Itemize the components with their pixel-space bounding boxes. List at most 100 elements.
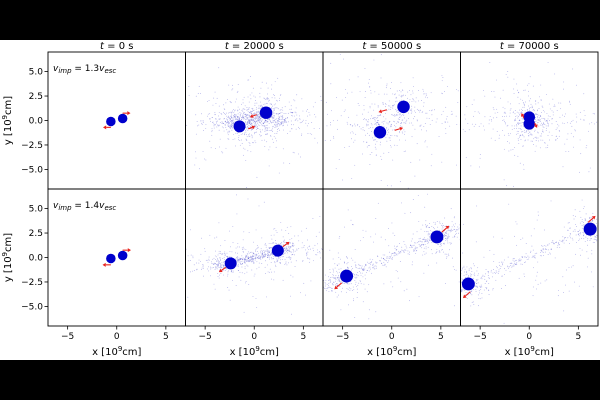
debris-particle [330, 288, 332, 289]
debris-particle [367, 120, 369, 122]
debris-particle [178, 263, 179, 264]
debris-particle [543, 123, 545, 124]
debris-particle [502, 263, 504, 265]
debris-particle [345, 96, 347, 98]
debris-particle [516, 83, 518, 85]
debris-particle [455, 232, 457, 234]
x-axis-label-3: x [109cm] [367, 345, 416, 358]
debris-particle [463, 110, 464, 111]
debris-particle [146, 271, 147, 272]
debris-particle [265, 119, 267, 121]
debris-particle [425, 94, 427, 96]
debris-particle [253, 128, 255, 130]
debris-particle [266, 133, 268, 135]
debris-particle [443, 300, 444, 301]
debris-particle [397, 121, 399, 123]
debris-particle [383, 261, 385, 263]
debris-particle [443, 267, 444, 268]
debris-particle [303, 153, 304, 154]
debris-particle [250, 256, 252, 258]
debris-particle [391, 253, 393, 255]
debris-particle [429, 123, 431, 125]
debris-particle [352, 268, 354, 270]
debris-particle [563, 239, 565, 241]
debris-particle [370, 118, 372, 120]
debris-particle [254, 257, 256, 259]
debris-particle [281, 115, 283, 117]
debris-particle [271, 107, 272, 109]
debris-particle [286, 127, 287, 128]
debris-particle [387, 262, 389, 264]
debris-particle [319, 122, 320, 123]
debris-particle [290, 226, 292, 228]
debris-particle [222, 267, 224, 269]
debris-particle [367, 261, 369, 263]
debris-particle [238, 135, 240, 137]
debris-particle [247, 114, 248, 115]
debris-particle [344, 102, 345, 103]
debris-particle [228, 138, 230, 140]
debris-particle [538, 117, 540, 119]
debris-particle [249, 115, 251, 117]
velocity-arrow-2 [534, 122, 537, 126]
debris-particle [386, 257, 388, 259]
debris-particle [466, 222, 467, 223]
debris-particle [534, 130, 535, 132]
debris-particle [411, 105, 413, 107]
debris-particle [245, 255, 247, 257]
debris-particle [550, 200, 552, 202]
debris-particle [215, 256, 217, 258]
debris-particle [335, 200, 336, 201]
debris-particle [241, 261, 243, 263]
debris-particle [275, 99, 277, 101]
debris-particle [253, 258, 254, 260]
debris-particle [513, 264, 515, 266]
debris-particle [176, 258, 177, 259]
debris-particle [268, 253, 270, 255]
debris-particle [370, 262, 372, 263]
debris-particle [265, 246, 267, 248]
debris-particle [329, 286, 330, 288]
debris-particle [324, 285, 326, 287]
debris-particle [292, 245, 294, 247]
debris-particle [422, 103, 423, 104]
debris-particle [273, 228, 275, 230]
debris-particle [250, 261, 252, 263]
debris-particle [568, 222, 570, 224]
debris-particle [291, 251, 292, 253]
debris-particle [214, 266, 216, 268]
debris-particle [370, 268, 371, 270]
debris-particle [193, 270, 195, 272]
debris-particle [350, 288, 352, 290]
debris-particle [354, 283, 356, 285]
debris-particle [405, 121, 407, 123]
debris-particle [254, 140, 256, 142]
debris-particle [450, 243, 452, 245]
debris-particle [584, 219, 586, 221]
debris-particle [270, 130, 272, 131]
debris-particle [235, 247, 237, 249]
debris-particle [419, 240, 421, 242]
debris-particle [535, 136, 537, 138]
debris-particle [278, 119, 280, 121]
debris-particle [358, 282, 360, 284]
body-2 [583, 222, 597, 236]
debris-particle [264, 146, 266, 148]
debris-particle [386, 128, 388, 130]
debris-particle [568, 290, 570, 292]
debris-particle [498, 269, 500, 271]
debris-particle [220, 263, 222, 265]
debris-particle [467, 224, 468, 225]
debris-particle [471, 143, 472, 144]
debris-particle [251, 122, 253, 124]
debris-particle [335, 275, 337, 277]
debris-particle [482, 274, 484, 276]
debris-particle [219, 274, 220, 276]
debris-particle [180, 267, 181, 268]
debris-particle [270, 103, 272, 105]
debris-particle [465, 149, 466, 150]
debris-particle [354, 125, 356, 127]
debris-particle [358, 104, 360, 106]
debris-particle [517, 117, 519, 119]
debris-particle [271, 105, 273, 107]
